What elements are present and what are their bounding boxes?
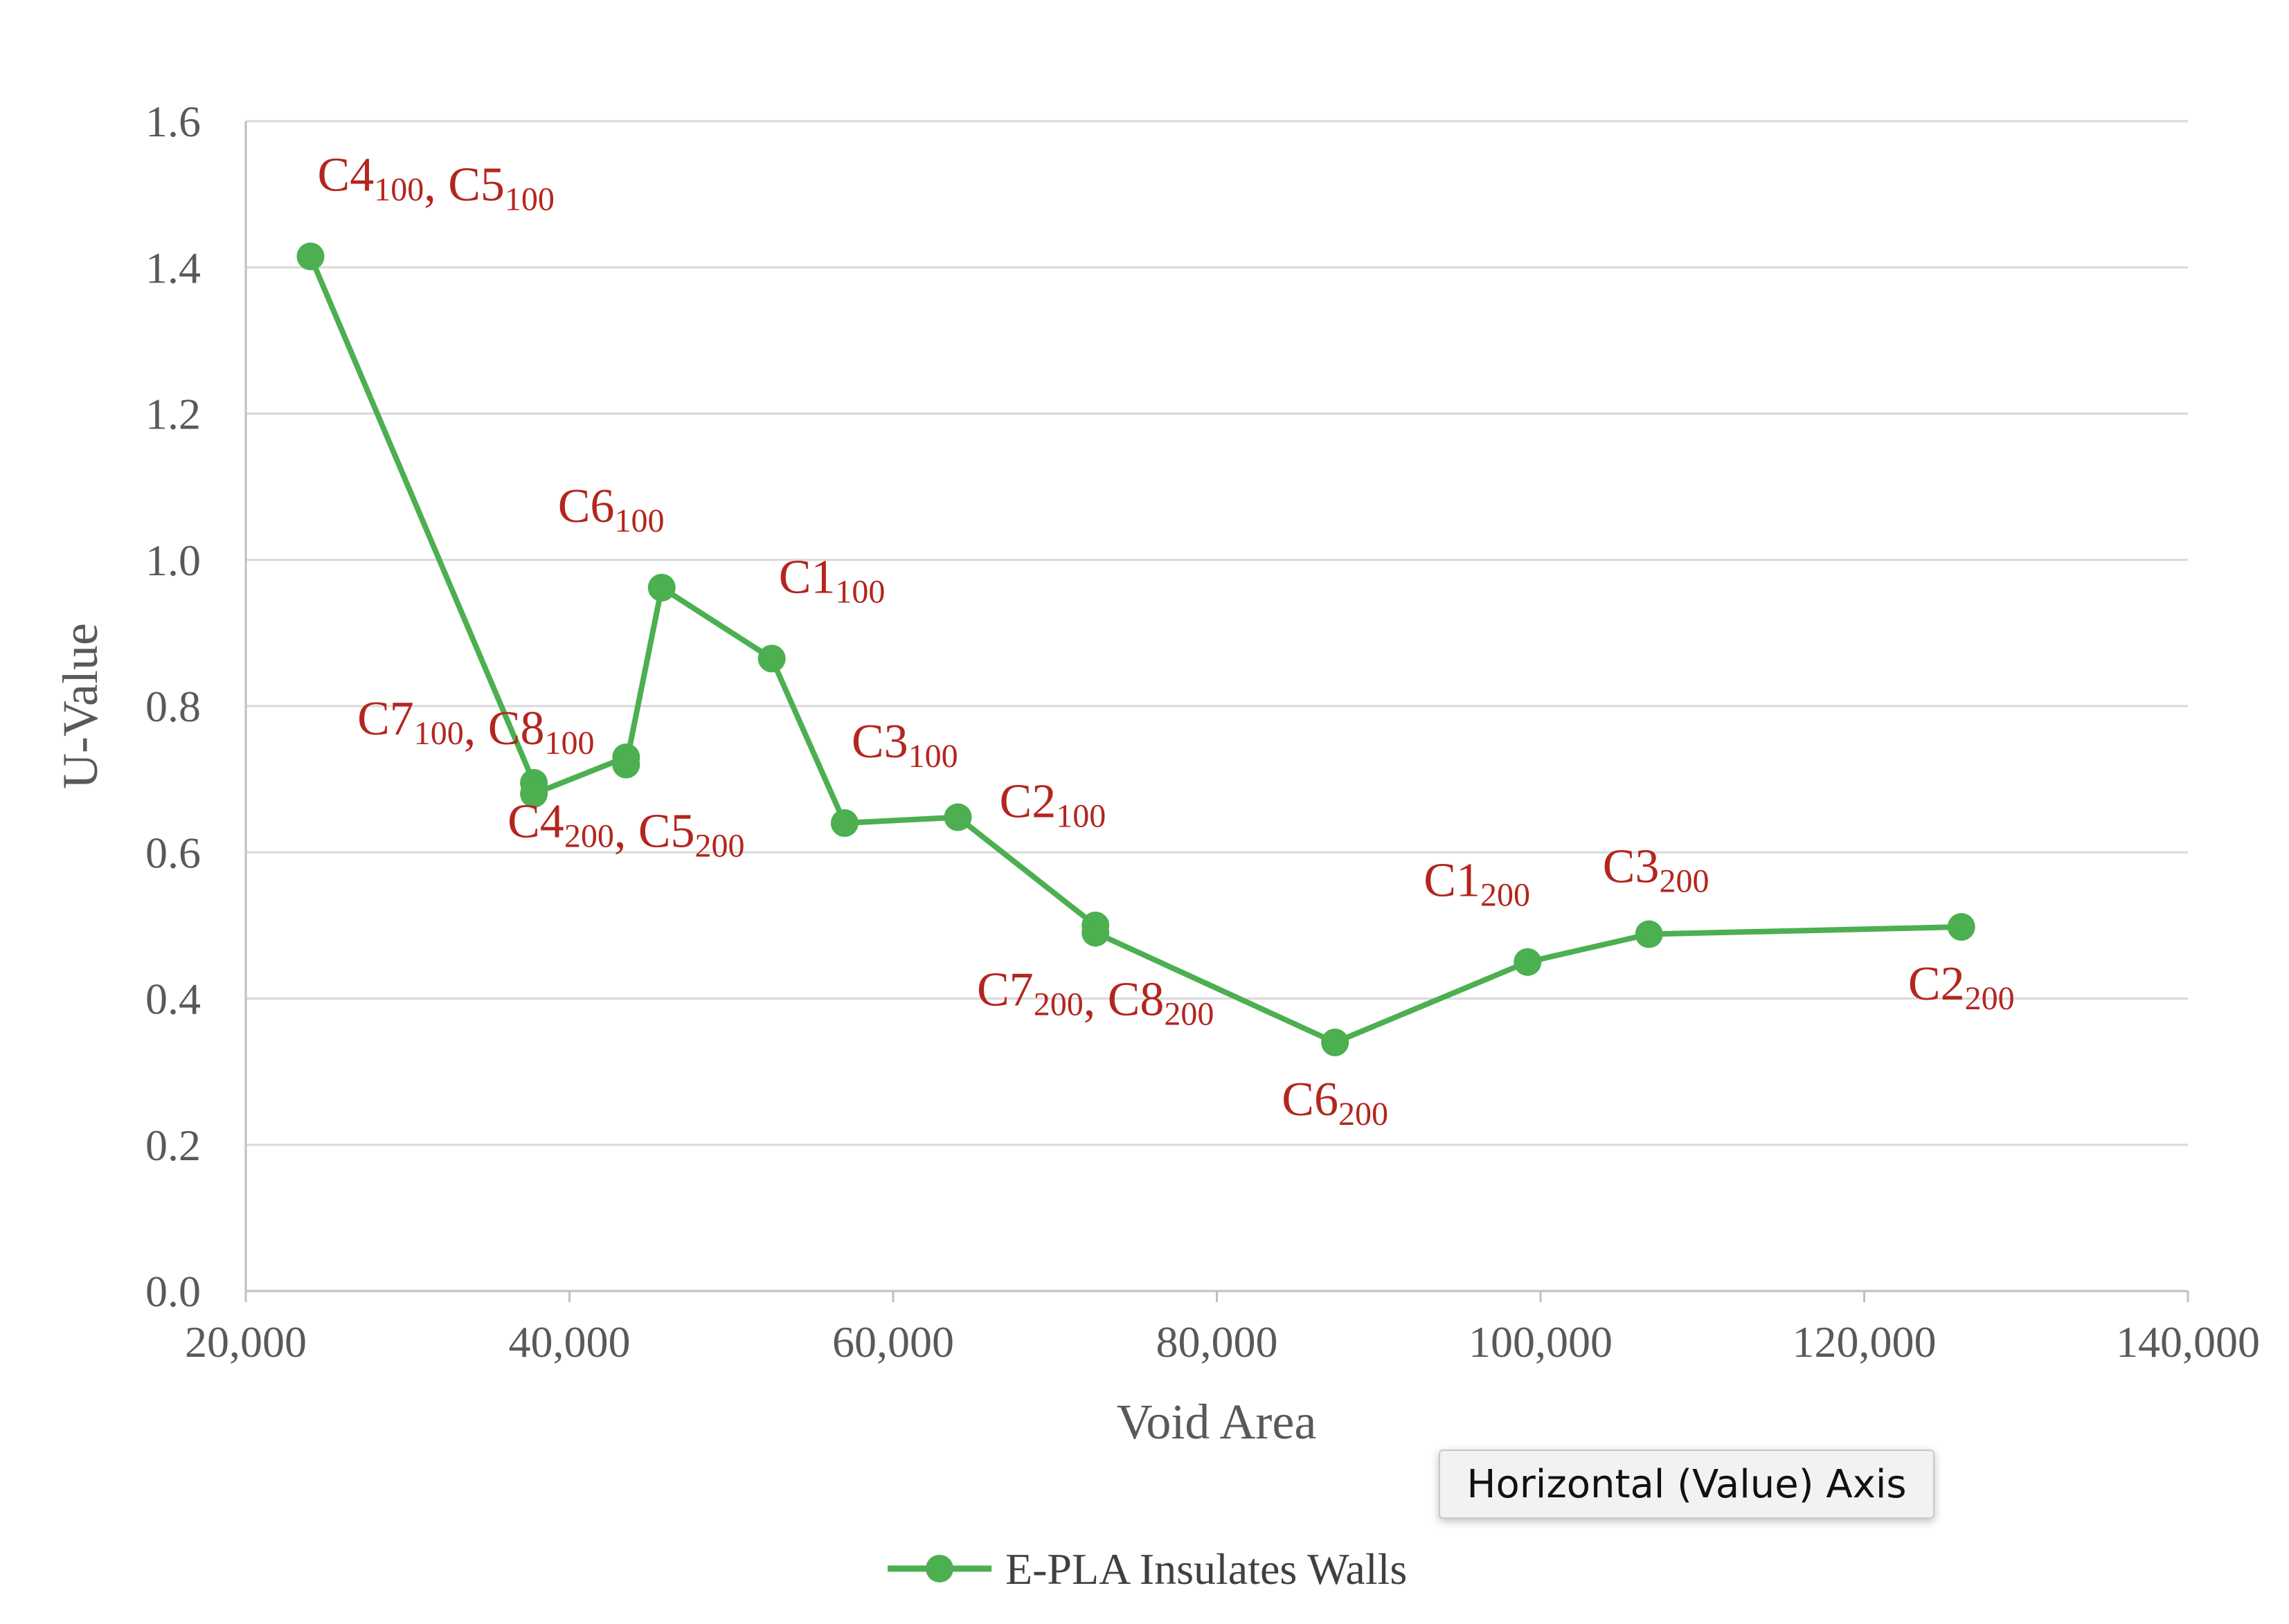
data-point[interactable] (1514, 948, 1542, 976)
y-tick-label: 1.4 (145, 243, 201, 292)
y-tick-label: 0.4 (145, 975, 201, 1024)
y-axis-title[interactable]: U-Value (53, 623, 108, 789)
legend-marker-icon (926, 1555, 953, 1582)
data-labels: C4100, C5100 C7100, C8100 C4200, C5200 C610… (318, 148, 2015, 1132)
y-tick-label: 1.2 (145, 390, 201, 439)
data-label: C3100 (852, 715, 958, 775)
data-label: C1200 (1424, 854, 1530, 914)
data-point[interactable] (1081, 919, 1110, 947)
data-point[interactable] (647, 573, 676, 602)
series-group[interactable] (296, 242, 1975, 1056)
data-point[interactable] (1947, 912, 1975, 941)
x-tick-label: 140,000 (2116, 1317, 2260, 1366)
data-label: C2100 (1000, 775, 1106, 835)
x-tick-labels: 20,000 40,000 60,000 80,000 100,000 120,000 14… (185, 1317, 2260, 1366)
data-point[interactable] (944, 803, 972, 831)
data-point[interactable] (612, 750, 640, 779)
y-tick-label: 1.6 (145, 97, 201, 146)
x-tick-label: 60,000 (832, 1317, 954, 1366)
y-tick-label: 0.2 (145, 1121, 201, 1170)
y-tick-label: 0.8 (145, 682, 201, 731)
x-axis-title[interactable]: Void Area (1117, 1394, 1317, 1450)
data-label: C1100 (779, 550, 886, 610)
y-tick-labels: 0.0 0.2 0.4 0.6 0.8 1.0 1.2 1.4 1.6 (145, 97, 201, 1316)
y-tick-label: 0.0 (145, 1267, 201, 1316)
data-point[interactable] (830, 809, 859, 837)
data-label: C2200 (1908, 957, 2015, 1017)
data-point[interactable] (757, 644, 786, 673)
x-tick-label: 100,000 (1469, 1317, 1613, 1366)
x-tick-label: 20,000 (185, 1317, 307, 1366)
y-tick-label: 0.6 (145, 828, 201, 877)
x-tick-label: 120,000 (1793, 1317, 1937, 1366)
x-tick-label: 40,000 (509, 1317, 631, 1366)
data-label: C7200, C8200 (977, 963, 1214, 1032)
data-label: C6100 (558, 480, 665, 539)
y-tick-label: 1.0 (145, 536, 201, 585)
data-point[interactable] (1321, 1028, 1349, 1056)
axes[interactable] (244, 121, 2189, 1302)
legend[interactable]: E-PLA Insulates Walls (888, 1544, 1407, 1594)
x-tick-label: 80,000 (1156, 1317, 1278, 1366)
legend-label: E-PLA Insulates Walls (1005, 1544, 1407, 1594)
data-label: C6200 (1282, 1073, 1388, 1133)
axis-tooltip: Horizontal (Value) Axis (1439, 1450, 1935, 1519)
data-label: C4200, C5200 (508, 795, 744, 865)
data-point[interactable] (1635, 920, 1663, 948)
data-label: C4100, C5100 (318, 148, 555, 217)
data-label: C3200 (1603, 840, 1709, 900)
gridlines (246, 120, 2188, 1146)
data-point[interactable] (520, 779, 548, 808)
data-label: C7100, C8100 (357, 692, 594, 761)
data-point[interactable] (296, 242, 325, 271)
series-line[interactable] (307, 253, 1964, 1045)
